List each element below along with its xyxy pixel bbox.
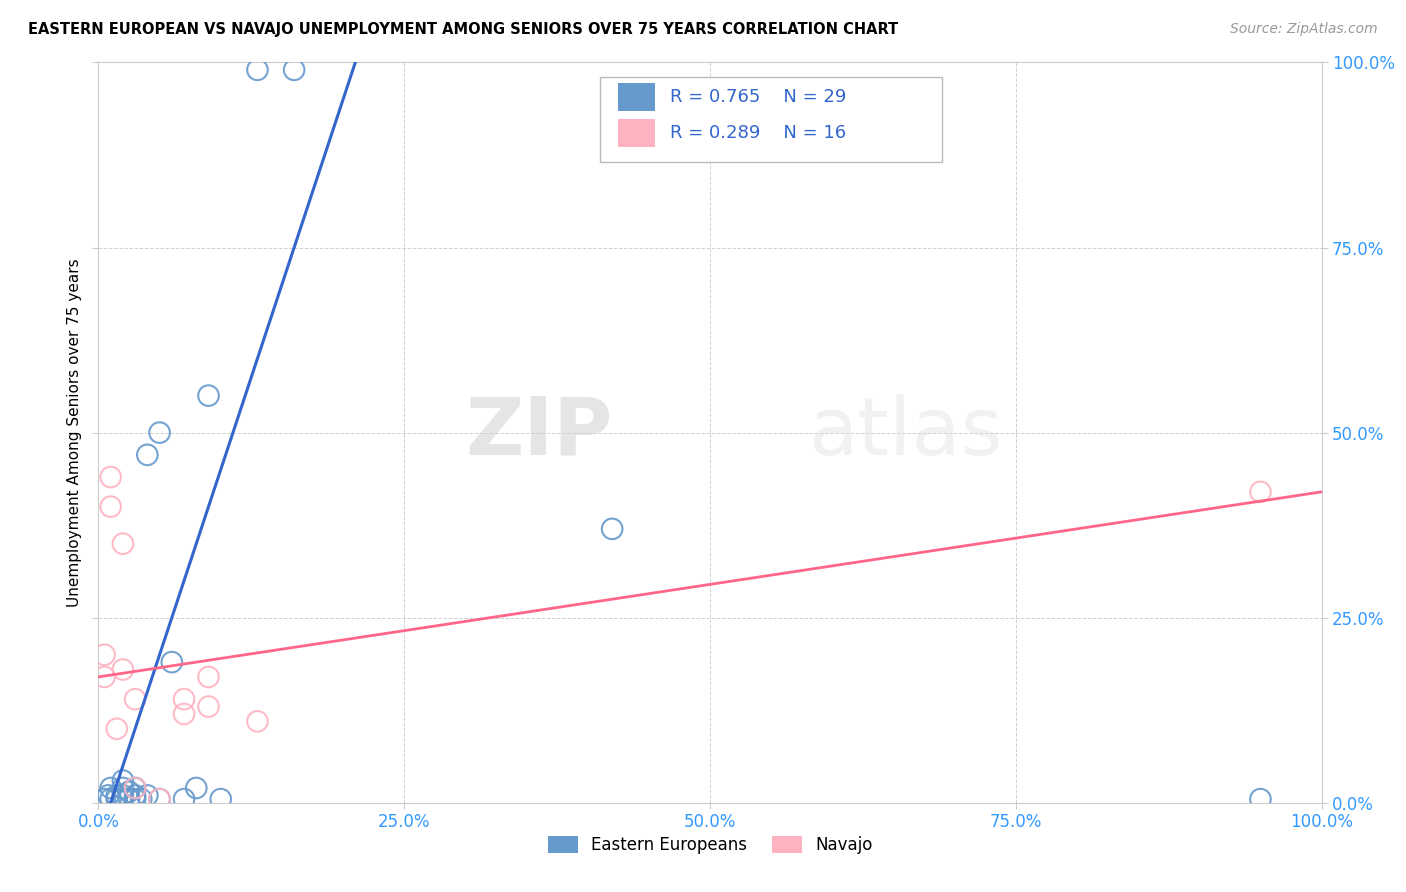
Point [111, 663, 134, 677]
Point [124, 780, 146, 795]
Text: R = 0.765    N = 29: R = 0.765 N = 29 [669, 88, 846, 106]
Text: R = 0.289    N = 16: R = 0.289 N = 16 [669, 124, 846, 142]
Point [173, 792, 195, 806]
Point [197, 388, 219, 402]
Text: EASTERN EUROPEAN VS NAVAJO UNEMPLOYMENT AMONG SENIORS OVER 75 YEARS CORRELATION : EASTERN EUROPEAN VS NAVAJO UNEMPLOYMENT … [28, 22, 898, 37]
Point [186, 780, 208, 795]
Point [124, 692, 146, 706]
Point [118, 792, 141, 806]
Point [160, 655, 183, 669]
Point [149, 792, 172, 806]
Point [124, 789, 146, 803]
Point [173, 692, 195, 706]
Point [100, 780, 122, 795]
Point [209, 792, 232, 806]
Point [197, 699, 219, 714]
FancyBboxPatch shape [600, 78, 942, 162]
Point [111, 789, 134, 803]
Text: Source: ZipAtlas.com: Source: ZipAtlas.com [1230, 22, 1378, 37]
Point [197, 670, 219, 684]
Point [136, 448, 159, 462]
Point [93, 670, 115, 684]
Point [105, 789, 128, 803]
Point [136, 789, 159, 803]
Point [111, 773, 134, 788]
Point [111, 792, 134, 806]
Point [97, 789, 120, 803]
Point [100, 500, 122, 514]
Point [149, 792, 172, 806]
Point [173, 706, 195, 721]
Point [149, 425, 172, 440]
Legend: Eastern Europeans, Navajo: Eastern Europeans, Navajo [541, 830, 879, 861]
Text: ZIP: ZIP [465, 393, 612, 472]
Point [1249, 792, 1271, 806]
Point [600, 522, 623, 536]
Point [105, 792, 128, 806]
Point [111, 780, 134, 795]
Point [100, 470, 122, 484]
Point [105, 722, 128, 736]
Text: atlas: atlas [808, 393, 1002, 472]
Y-axis label: Unemployment Among Seniors over 75 years: Unemployment Among Seniors over 75 years [66, 259, 82, 607]
Point [118, 785, 141, 799]
Point [283, 62, 305, 77]
Point [93, 792, 115, 806]
Point [111, 536, 134, 550]
Bar [619, 83, 655, 112]
Point [124, 780, 146, 795]
Point [124, 792, 146, 806]
Bar [619, 119, 655, 147]
Point [246, 714, 269, 729]
Point [129, 792, 152, 806]
Point [93, 648, 115, 662]
Point [100, 792, 122, 806]
Point [246, 62, 269, 77]
Point [1249, 484, 1271, 499]
